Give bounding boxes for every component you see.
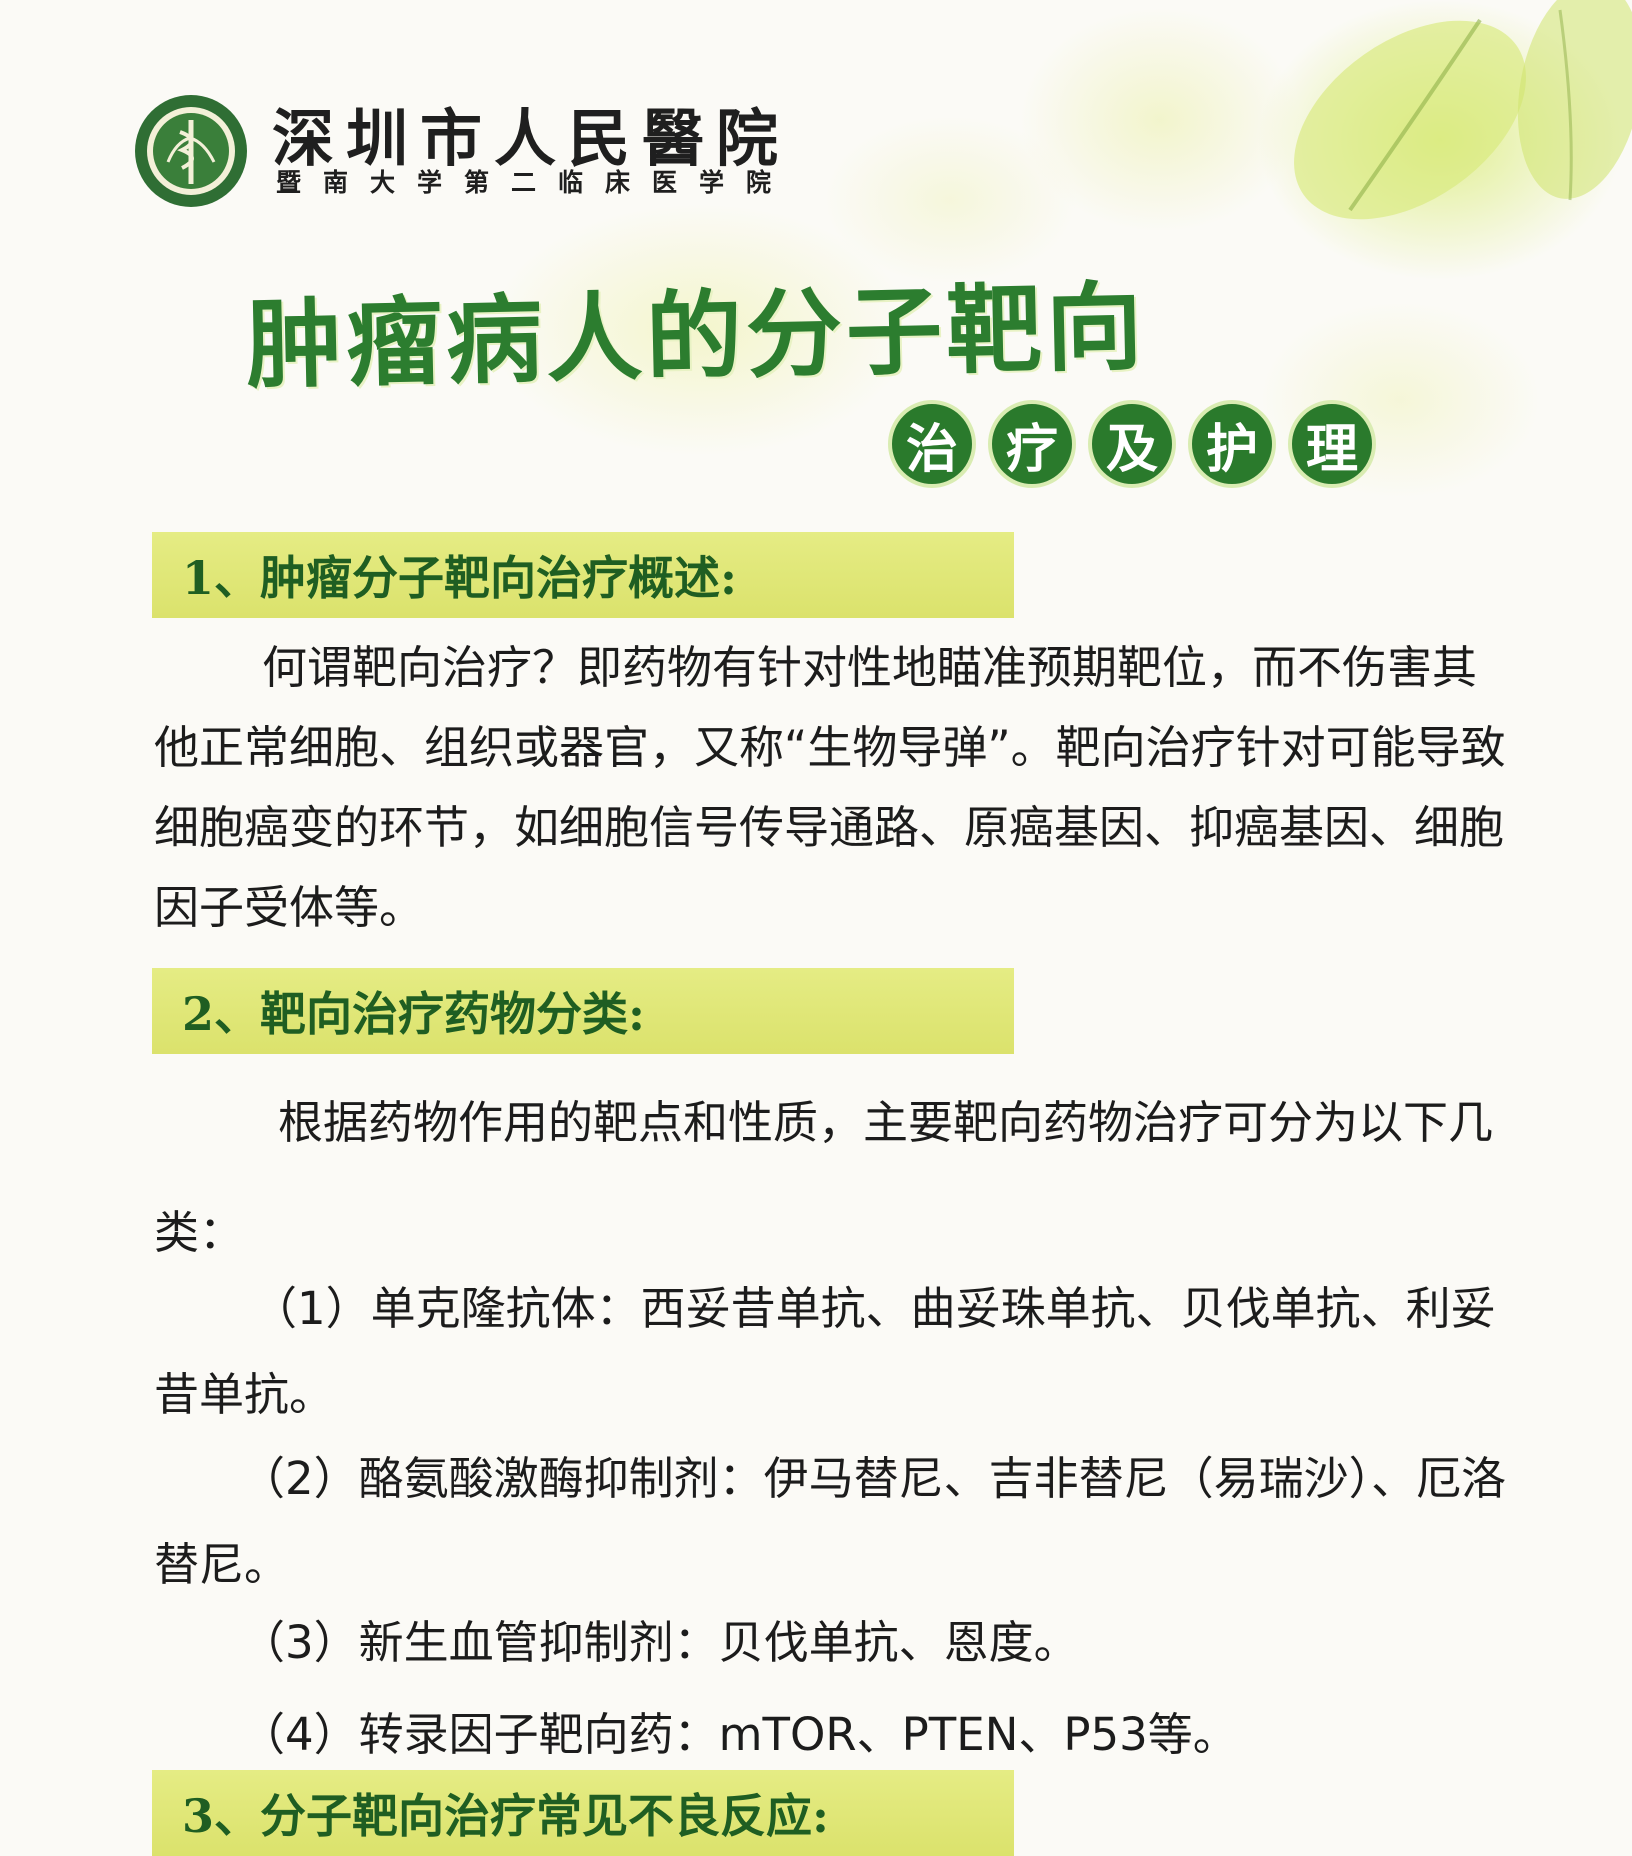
subtitle-circle-2: 疗 — [988, 400, 1076, 488]
list-item-3: （3）新生血管抑制剂：贝伐单抗、恩度。 — [240, 1616, 1079, 1669]
list-item-2: （2）酪氨酸激酶抑制剂：伊马替尼、吉非替尼（易瑞沙）、厄洛替尼。 — [154, 1452, 1507, 1591]
subtitle-circle-3: 及 — [1088, 400, 1176, 488]
list-item-1: （1）单克隆抗体：西妥昔单抗、曲妥珠单抗、贝伐单抗、利妥昔单抗。 — [154, 1282, 1496, 1421]
hospital-name: 深圳市人民醫院 — [272, 102, 791, 175]
main-title: 肿瘤病人的分子靶向 — [245, 271, 1148, 402]
section-1-heading: 1、肿瘤分子靶向治疗概述: — [152, 532, 1014, 618]
leaf-decoration-icon — [1294, 0, 1632, 220]
section-2-intro: 根据药物作用的靶点和性质，主要靶向药物治疗可分为以下几类： — [154, 1096, 1494, 1259]
subtitle-circle-1: 治 — [888, 400, 976, 488]
section-3-heading: 3、分子靶向治疗常见不良反应: — [152, 1770, 1014, 1856]
section-1-body: 何谓靶向治疗？即药物有针对性地瞄准预期靶位，而不伤害其他正常细胞、组织或器官，又… — [154, 641, 1506, 934]
subtitle-circles: 治 疗 及 护 理 — [888, 400, 1376, 488]
hospital-emblem-icon — [135, 95, 247, 207]
subtitle-circle-4: 护 — [1188, 400, 1276, 488]
list-item-4: （4）转录因子靶向药：mTOR、PTEN、P53等。 — [240, 1708, 1238, 1761]
subtitle-circle-5: 理 — [1288, 400, 1376, 488]
section-2-heading: 2、靶向治疗药物分类: — [152, 968, 1014, 1054]
hospital-subtitle: 暨南大学第二临床医学院 — [276, 168, 794, 197]
